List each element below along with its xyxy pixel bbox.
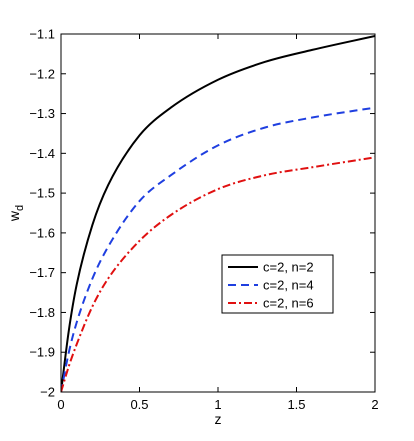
y-tick-label: −1.6 [29,225,55,240]
y-tick-label: −1.2 [29,66,55,81]
y-tick-label: −1.7 [29,265,55,280]
series-lines [61,35,375,392]
legend-entry-2: c=2, n=4 [263,278,314,293]
legend-entry-3: c=2, n=6 [263,296,314,311]
y-axis-label-subscript: d [14,205,26,211]
y-tick-label: −1.8 [29,305,55,320]
plot-area [61,35,375,392]
series-line-2 [61,106,375,392]
legend-entry-1: c=2, n=2 [263,260,314,275]
y-axis-label: wd [6,205,26,222]
axes-frame [60,33,376,393]
x-tick-label: 0 [57,397,64,412]
legend: c=2, n=2 c=2, n=4 c=2, n=6 [221,254,334,314]
y-tick-label: −1.4 [29,146,55,161]
y-tick-label: −2 [40,385,55,400]
y-axis-label-main: w [6,210,22,222]
x-tick-label: 0.5 [130,397,148,412]
x-axis-label: z [215,411,222,427]
axes: 0 0.5 1 1.5 2 −2 −1.9 −1.8 −1.7 −1.6 −1.5 −1.4 −1.3 −… [29,27,378,413]
x-tick-label: 1.5 [287,397,305,412]
y-tick-label: −1.9 [29,345,55,360]
series-line-1 [61,35,375,392]
x-tick-label: 2 [371,397,378,412]
series-line-3 [61,156,375,392]
x-tick-label: 1 [214,397,221,412]
y-tick-label: −1.3 [29,106,55,121]
y-tick-label: −1.1 [29,27,55,42]
y-tick-label: −1.5 [29,186,55,201]
